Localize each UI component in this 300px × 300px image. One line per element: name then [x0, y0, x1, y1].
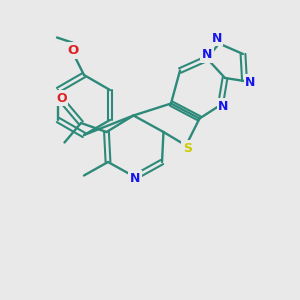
- Text: N: N: [245, 76, 256, 89]
- Text: N: N: [218, 100, 229, 113]
- Text: N: N: [202, 48, 212, 62]
- Text: N: N: [130, 172, 140, 185]
- Text: O: O: [56, 92, 67, 105]
- Text: N: N: [212, 32, 222, 45]
- Text: O: O: [68, 44, 79, 57]
- Text: S: S: [183, 142, 192, 155]
